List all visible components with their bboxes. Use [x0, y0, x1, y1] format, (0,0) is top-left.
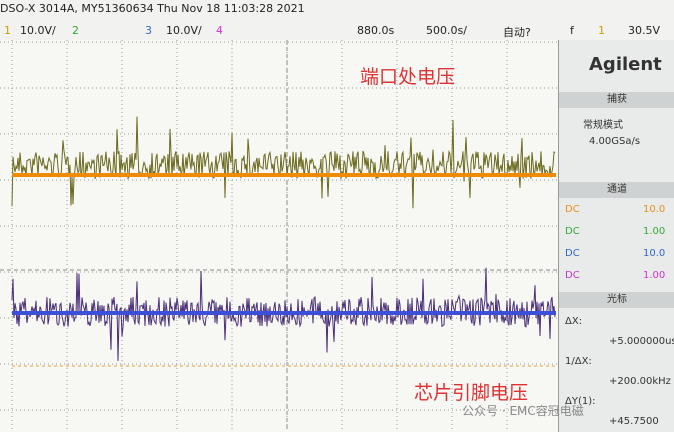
trigger-level: 30.5V [628, 24, 661, 37]
trigger-edge: f [570, 24, 574, 37]
trigger-source: 1 [598, 24, 605, 37]
acquire-mode: 常规模式 [583, 120, 623, 131]
brand: Agilent [589, 54, 662, 75]
delay: 880.0s [357, 24, 395, 37]
section-title: 捕获 [559, 92, 674, 108]
cursor-value: +200.00kHz [609, 376, 671, 387]
channel-coupling: DC [565, 204, 580, 215]
cursor-value: +5.000000us [609, 336, 674, 347]
waveform-display [0, 40, 558, 432]
channel-probe: 10.0 [643, 204, 666, 215]
cursor-label: ΔX: [565, 316, 583, 327]
ch3-waveform [11, 267, 556, 361]
channel-probe: 1.00 [643, 226, 666, 237]
channel-probe: 10.0 [643, 248, 666, 259]
ch2-label: 2 [72, 24, 79, 37]
screen-bg [0, 40, 558, 432]
section-title: 通道 [559, 182, 674, 198]
section-title: 光标 [559, 292, 674, 308]
header-title: DSO-X 3014A, MY51360634 Thu Nov 18 11:03… [0, 2, 305, 15]
cursor-value: +45.7500 [609, 416, 659, 427]
annotation: 端口处电压 [360, 66, 456, 88]
channel-probe: 1.00 [643, 270, 666, 281]
ch4-label: 4 [216, 24, 223, 37]
cursor-label: ΔY(1): [565, 396, 596, 407]
ch1-scale: 10.0V/ [20, 24, 56, 37]
trigger-mode: 自动? [503, 26, 531, 39]
sample-rate: 4.00GSa/s [589, 136, 641, 147]
side-panel: Agilent 捕获 常规模式 4.00GSa/s 通道 DC 10.0 DC 1.0… [558, 40, 674, 432]
channel-coupling: DC [565, 270, 580, 281]
ch1-label: 1 [4, 24, 11, 37]
timebase: 500.0s/ [426, 24, 467, 37]
annotation: 芯片引脚电压 [414, 382, 529, 404]
ch1-waveform [11, 116, 556, 209]
ch3-label: 3 [145, 24, 152, 37]
watermark: 公众号 · EMC容冠电磁 [462, 404, 584, 418]
ch3-scale: 10.0V/ [166, 24, 202, 37]
channel-coupling: DC [565, 226, 580, 237]
channel-coupling: DC [565, 248, 580, 259]
cursor-label: 1/ΔX: [565, 356, 592, 367]
